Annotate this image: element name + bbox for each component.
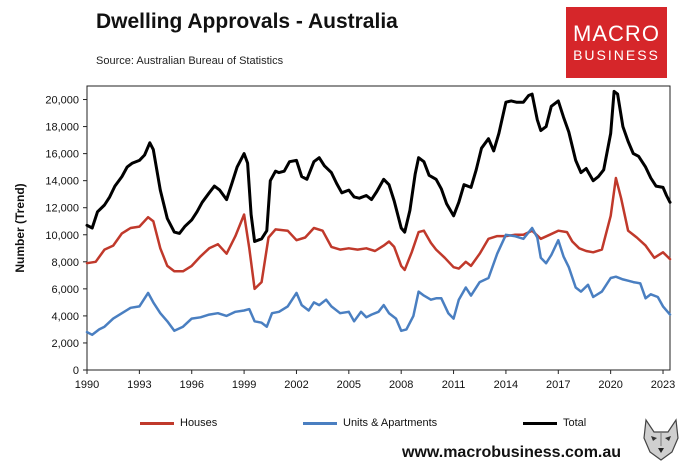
x-tick-label: 2002	[284, 379, 308, 391]
x-tick-label: 2005	[337, 379, 361, 391]
y-tick-label: 20,000	[45, 95, 79, 107]
legend-label-units: Units & Apartments	[343, 417, 438, 429]
logo-line-business: BUSINESS	[573, 47, 660, 63]
macrobusiness-logo: MACRO BUSINESS	[566, 7, 667, 78]
houses-line	[85, 176, 672, 291]
series-lines	[85, 89, 672, 337]
x-tick-label: 2023	[651, 379, 675, 391]
y-tick-label: 0	[73, 365, 79, 377]
legend-item-houses: Houses	[140, 415, 217, 431]
legend-swatch-total	[523, 421, 557, 425]
y-tick-label: 4,000	[51, 311, 79, 323]
y-tick-label: 16,000	[45, 149, 79, 161]
wolf-logo-icon	[643, 418, 679, 461]
legend-swatch-houses	[140, 421, 174, 425]
plot-area	[86, 85, 671, 371]
x-tick-label: 1999	[232, 379, 256, 391]
legend-item-units: Units & Apartments	[303, 415, 437, 431]
chart-title: Dwelling Approvals - Australia	[96, 10, 398, 33]
y-tick-label: 18,000	[45, 122, 79, 134]
total-line	[85, 89, 672, 243]
y-tick-label: 10,000	[45, 230, 79, 242]
y-tick-label: 2,000	[51, 338, 79, 350]
logo-line-macro: MACRO	[573, 21, 660, 46]
units-apartments-line	[85, 226, 672, 337]
y-axis: 0 2,000 4,000 6,000 8,000 10,000 12,000 14,000 1…	[45, 95, 87, 377]
legend-swatch-units	[303, 421, 337, 425]
y-tick-label: 6,000	[51, 284, 79, 296]
x-tick-label: 1996	[179, 379, 203, 391]
y-tick-label: 12,000	[45, 203, 79, 215]
legend-item-total: Total	[523, 415, 586, 431]
legend-label-total: Total	[563, 417, 587, 429]
website-url: www.macrobusiness.com.au	[402, 444, 622, 461]
y-axis-label: Number (Trend)	[13, 183, 27, 273]
x-tick-label: 2014	[494, 379, 518, 391]
x-tick-label: 2011	[442, 379, 466, 391]
x-tick-label: 1993	[127, 379, 151, 391]
x-tick-label: 1990	[75, 379, 99, 391]
y-tick-label: 8,000	[51, 257, 79, 269]
source-note: Source: Australian Bureau of Statistics	[96, 55, 284, 67]
x-axis: 1990 1993 1996 1999 2002 2005 2008 2011 2014 2017…	[75, 370, 675, 391]
x-tick-label: 2020	[598, 379, 622, 391]
legend-label-houses: Houses	[180, 417, 218, 429]
y-tick-label: 14,000	[45, 176, 79, 188]
x-tick-label: 2008	[389, 379, 413, 391]
x-tick-label: 2017	[546, 379, 570, 391]
